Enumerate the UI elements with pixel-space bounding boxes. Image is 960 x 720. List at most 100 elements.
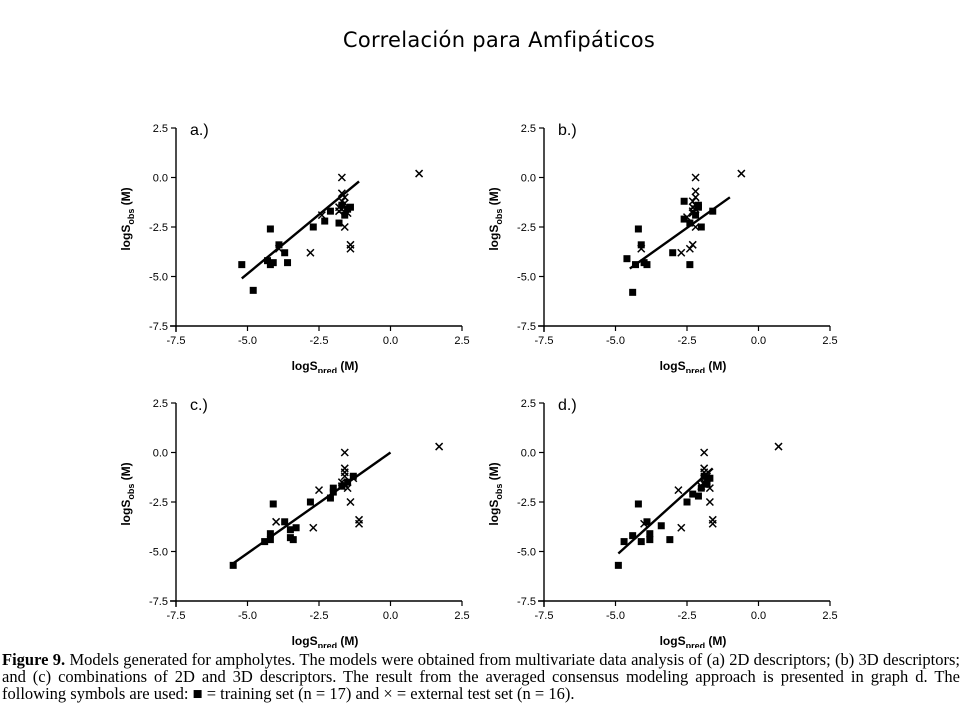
training-point — [269, 500, 277, 508]
test-point — [688, 240, 697, 249]
training-point — [694, 201, 702, 209]
chart-panel-c: -7.5 -5.0 -2.5 0.0 2.5 2.5 0.0 -2.5 -5.0 -7.5 c.) l… — [120, 388, 500, 648]
test-point — [340, 199, 349, 208]
test-point — [691, 193, 700, 202]
test-point — [705, 484, 714, 493]
training-point — [646, 530, 654, 538]
training-point — [694, 492, 702, 500]
test-point — [691, 187, 700, 196]
y-tick-label: -7.5 — [149, 596, 168, 608]
training-point — [292, 524, 300, 532]
figure-caption-text: Models generated for ampholytes. The mod… — [2, 650, 960, 703]
training-point — [261, 538, 269, 546]
panel-label: b.) — [558, 122, 577, 139]
training-point — [634, 500, 642, 508]
training-point — [329, 488, 337, 496]
test-point — [691, 173, 700, 182]
x-axis-title: logSpred (M) — [660, 634, 727, 648]
y-tick-label: -2.5 — [517, 497, 536, 509]
training-point — [683, 498, 691, 506]
y-tick-label: 0.0 — [521, 448, 536, 460]
test-point — [435, 442, 444, 451]
test-point — [274, 244, 283, 253]
training-point — [637, 241, 645, 249]
test-point — [705, 497, 714, 507]
test-point — [317, 211, 326, 220]
test-point — [343, 209, 352, 218]
regression-line — [241, 180, 360, 280]
y-tick-label: -7.5 — [149, 321, 168, 333]
training-point — [321, 217, 329, 225]
y-tick-label: 2.5 — [521, 123, 536, 135]
x-tick-label: -7.5 — [535, 335, 554, 347]
regression-line — [232, 451, 392, 565]
chart-panel-a: -7.5 -5.0 -2.5 0.0 2.5 2.5 0.0 -2.5 -5.0 -7.5 a.) l… — [120, 113, 500, 373]
training-point — [614, 561, 622, 569]
x-tick-label: 0.0 — [751, 610, 766, 622]
training-point — [326, 207, 334, 215]
training-point — [284, 259, 292, 267]
x-tick-label: -5.0 — [238, 335, 257, 347]
x-tick-label: -2.5 — [678, 335, 697, 347]
scatter-plot: -7.5 -5.0 -2.5 0.0 2.5 2.5 0.0 -2.5 -5.0 -7.5 d.) l… — [488, 397, 838, 648]
test-point — [691, 205, 700, 214]
y-tick-label: -5.0 — [149, 272, 168, 284]
y-tick-label: 0.0 — [153, 173, 168, 185]
training-point — [632, 261, 640, 269]
y-tick-label: -7.5 — [517, 596, 536, 608]
test-point — [355, 519, 364, 528]
training-point — [637, 538, 645, 546]
training-point — [629, 288, 637, 296]
training-point — [643, 261, 651, 269]
y-tick-label: 2.5 — [153, 123, 168, 135]
training-point — [335, 219, 343, 227]
training-point — [646, 536, 654, 544]
y-tick-label: -7.5 — [517, 321, 536, 333]
training-point — [281, 249, 289, 257]
x-tick-label: -7.5 — [535, 610, 554, 622]
y-axis-title: logSobs (M) — [120, 462, 136, 525]
test-point — [337, 189, 346, 198]
y-tick-label: -5.0 — [517, 547, 536, 559]
test-point — [737, 169, 746, 178]
test-point — [774, 442, 783, 451]
test-point — [306, 248, 315, 257]
panel-label: a.) — [190, 122, 209, 139]
training-point — [634, 225, 642, 233]
x-axis-title: logSpred (M) — [292, 634, 359, 648]
x-tick-label: 0.0 — [383, 335, 398, 347]
test-point — [415, 169, 424, 178]
x-axis-title: logSpred (M) — [660, 359, 727, 373]
regression-line — [617, 467, 714, 555]
training-point — [264, 257, 272, 265]
y-tick-label: -2.5 — [149, 222, 168, 234]
training-point — [286, 526, 294, 534]
x-tick-label: 2.5 — [454, 610, 469, 622]
training-point — [326, 494, 334, 502]
test-point — [677, 248, 686, 257]
y-axis-title: logSobs (M) — [488, 187, 504, 250]
test-point — [700, 468, 709, 477]
y-axis-title: logSobs (M) — [488, 462, 504, 525]
test-point — [340, 193, 349, 202]
training-point — [680, 197, 688, 205]
training-point — [666, 536, 674, 544]
x-tick-label: -5.0 — [606, 335, 625, 347]
x-tick-label: 0.0 — [383, 610, 398, 622]
y-axis-title: logSobs (M) — [120, 187, 136, 250]
training-point — [266, 536, 274, 544]
panel-label: c.) — [190, 397, 208, 414]
test-point — [688, 209, 697, 218]
x-tick-label: 2.5 — [822, 610, 837, 622]
y-tick-label: -5.0 — [517, 272, 536, 284]
test-point — [346, 497, 355, 507]
training-point — [346, 203, 354, 211]
test-point — [340, 222, 349, 232]
figure-label: Figure 9. — [2, 650, 66, 669]
training-point — [689, 490, 697, 498]
test-point — [309, 523, 318, 532]
training-point — [281, 518, 289, 526]
chart-panel-b: -7.5 -5.0 -2.5 0.0 2.5 2.5 0.0 -2.5 -5.0 -7.5 b.) l… — [488, 113, 868, 373]
test-point — [343, 484, 352, 493]
test-point — [337, 173, 346, 182]
